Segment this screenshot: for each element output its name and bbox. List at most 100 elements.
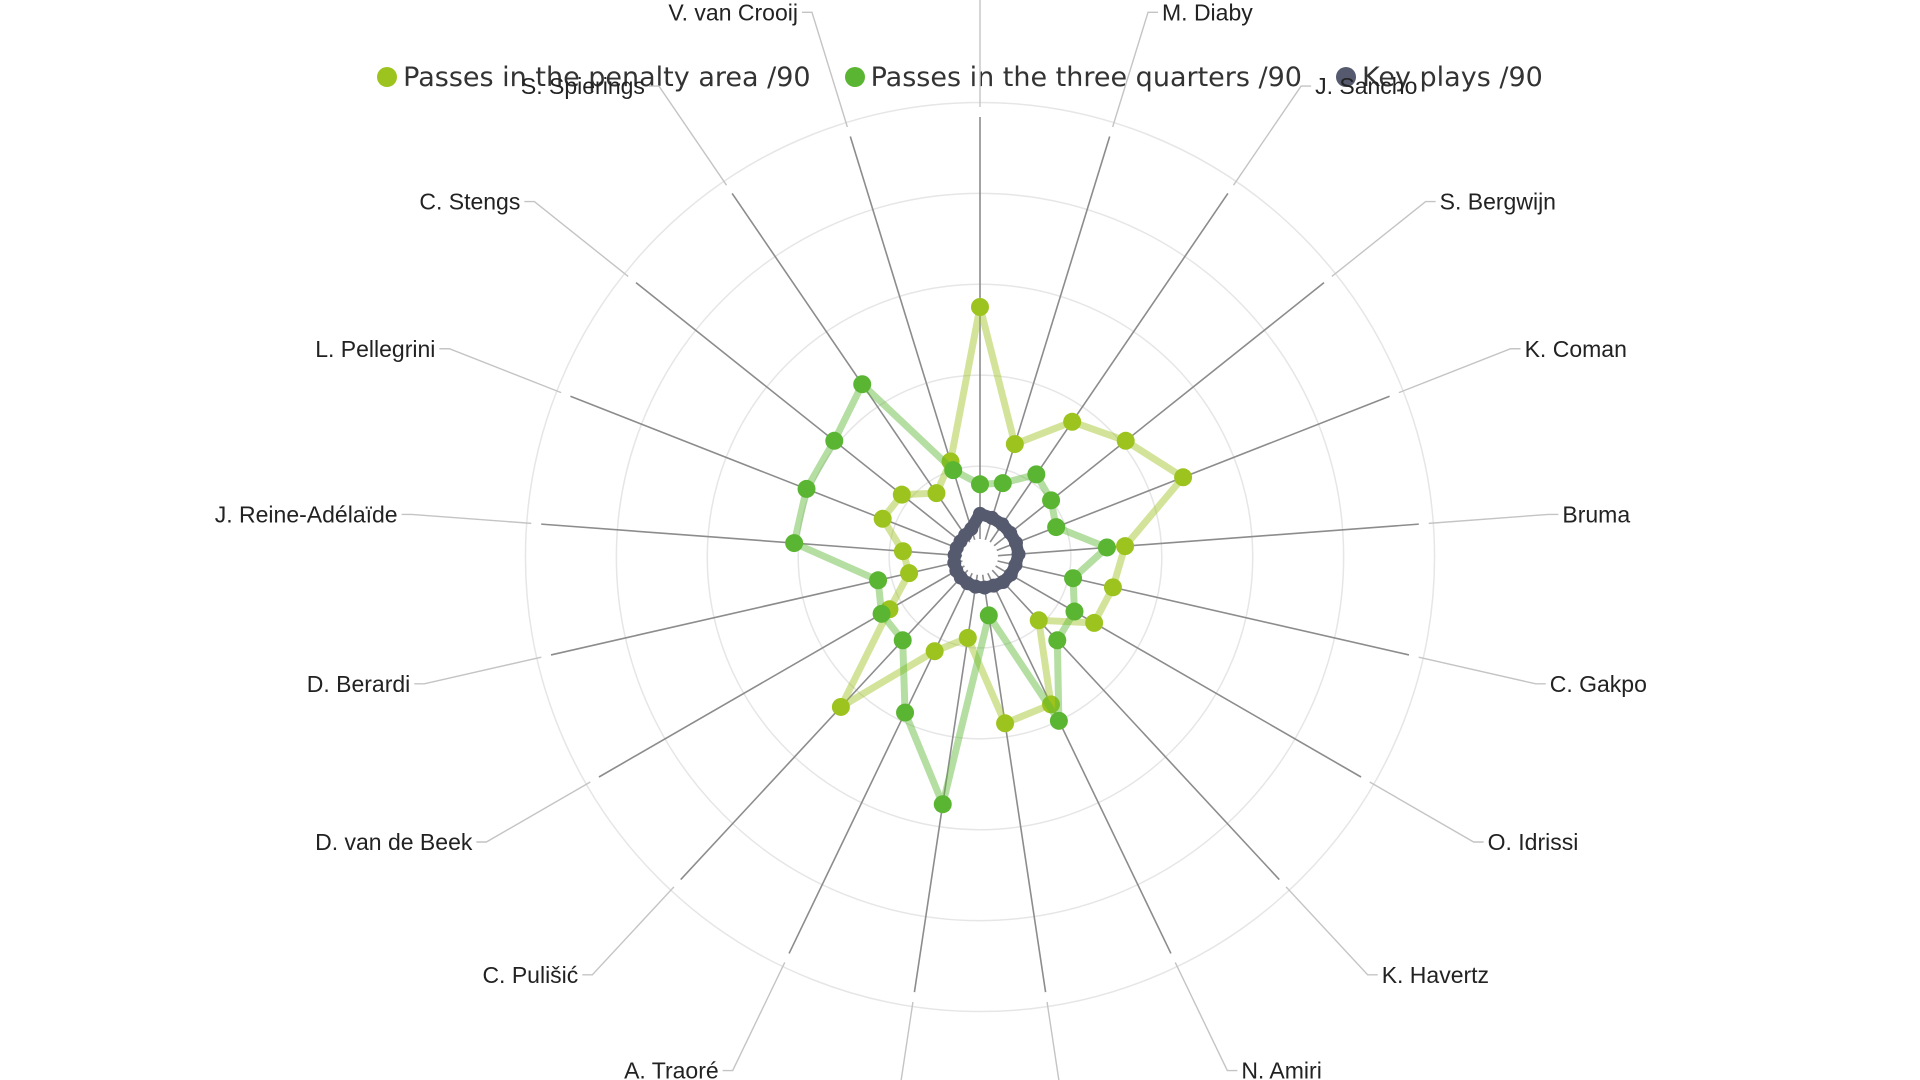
spoke-line	[984, 136, 1111, 541]
legend-label: Passes in the three quarters /90	[870, 61, 1302, 93]
series-line	[837, 303, 1187, 727]
spoke-line	[635, 282, 967, 547]
data-point-m-diaby[interactable]	[985, 510, 1000, 525]
leader-line	[1174, 962, 1238, 1072]
data-point-g-kerk[interactable]	[979, 606, 998, 625]
data-point-bruma[interactable]	[1011, 547, 1026, 562]
data-point-j-reine-adelaide[interactable]	[785, 534, 804, 553]
data-point-n-amiri[interactable]	[1049, 711, 1068, 730]
data-point-j-reine-adelaide[interactable]	[893, 542, 912, 561]
leader-line	[1285, 886, 1378, 976]
spoke-line	[981, 574, 1047, 993]
data-point-v-van-crooij[interactable]	[964, 521, 979, 536]
data-point-bruma[interactable]	[1116, 537, 1135, 556]
leader-line	[648, 85, 728, 186]
label-o-idrissi: O. Idrissi	[1488, 829, 1579, 855]
leader-line	[1232, 85, 1312, 186]
series-line	[790, 380, 1111, 808]
leader-line	[582, 886, 675, 976]
legend: Passes in the penalty area /90 Passes in …	[0, 50, 1920, 104]
spoke-line	[987, 572, 1172, 954]
legend-marker	[1336, 67, 1356, 87]
data-point-c-stengs[interactable]	[892, 485, 911, 504]
data-point-s-gnabry[interactable]	[971, 475, 989, 494]
leader-line	[979, 0, 981, 107]
data-point-c-pulisic[interactable]	[831, 697, 850, 716]
leader-line	[1418, 656, 1546, 685]
leader-line	[414, 656, 542, 685]
label-c-pulisic: C. Pulišić	[482, 962, 578, 988]
spoke-line	[731, 193, 971, 543]
spoke-line	[680, 569, 969, 881]
data-point-k-havertz[interactable]	[1048, 631, 1067, 650]
data-point-s-spierings[interactable]	[853, 375, 872, 394]
data-point-n-amiri[interactable]	[1041, 695, 1060, 714]
data-point-c-stengs[interactable]	[825, 431, 844, 450]
legend-item-1[interactable]: Passes in the three quarters /90	[844, 61, 1302, 93]
data-point-m-diaby[interactable]	[1005, 435, 1024, 454]
data-point-r-de-paul[interactable]	[958, 628, 977, 647]
label-s-bergwijn: S. Bergwijn	[1440, 189, 1556, 215]
data-point-a-traore[interactable]	[925, 642, 944, 661]
data-point-s-spierings[interactable]	[927, 484, 946, 503]
leader-line	[401, 513, 532, 525]
label-d-berardi: D. Berardi	[307, 671, 411, 697]
spoke-line	[849, 136, 976, 541]
label-k-havertz: K. Havertz	[1382, 962, 1489, 988]
data-point-a-traore[interactable]	[896, 703, 915, 722]
data-point-s-bergwijn[interactable]	[1116, 431, 1135, 450]
data-point-g-kerk[interactable]	[996, 714, 1015, 733]
label-c-gakpo: C. Gakpo	[1550, 671, 1647, 697]
data-point-d-berardi[interactable]	[900, 564, 919, 583]
legend-item-0[interactable]: Passes in the penalty area /90	[377, 61, 811, 93]
leader-line	[900, 1001, 914, 1080]
label-a-traore: A. Traoré	[624, 1058, 719, 1080]
legend-item-2[interactable]: Key plays /90	[1336, 62, 1543, 93]
data-point-k-coman[interactable]	[1008, 535, 1023, 550]
series-0	[831, 298, 1193, 733]
data-point-o-idrissi[interactable]	[1085, 613, 1104, 632]
data-point-c-gakpo[interactable]	[1064, 569, 1083, 588]
data-point-c-gakpo[interactable]	[1103, 578, 1122, 597]
data-point-k-coman[interactable]	[1174, 468, 1193, 487]
data-point-l-pellegrini[interactable]	[797, 479, 816, 498]
label-n-amiri: N. Amiri	[1241, 1058, 1322, 1080]
data-point-s-gnabry[interactable]	[971, 298, 989, 316]
label-k-coman: K. Coman	[1525, 336, 1627, 362]
label-j-reine-adelaide: J. Reine-Adélaïde	[215, 501, 398, 527]
radar-spokes	[541, 117, 1419, 993]
data-point-k-havertz[interactable]	[1029, 611, 1048, 630]
series-1	[785, 375, 1116, 814]
data-point-r-de-paul[interactable]	[933, 795, 952, 814]
label-l-pellegrini: L. Pellegrini	[315, 336, 435, 362]
label-d-van-de-beek: D. van de Beek	[315, 829, 473, 855]
data-point-m-diaby[interactable]	[993, 474, 1012, 493]
data-point-k-coman[interactable]	[1047, 518, 1066, 537]
spoke-line	[995, 565, 1362, 778]
leader-line	[1398, 348, 1521, 394]
label-s-spierings: S. Spierings	[521, 73, 645, 99]
legend-marker	[377, 67, 398, 87]
data-point-c-pulisic[interactable]	[893, 631, 912, 650]
series-2	[947, 506, 1026, 595]
leader-line	[1369, 781, 1484, 843]
data-point-bruma[interactable]	[1097, 538, 1116, 557]
data-point-j-sancho[interactable]	[1063, 412, 1082, 431]
data-point-j-sancho[interactable]	[1027, 465, 1046, 484]
legend-marker	[844, 67, 865, 87]
data-point-l-pellegrini[interactable]	[873, 509, 892, 528]
data-point-s-gnabry[interactable]	[973, 506, 987, 521]
data-point-d-van-de-beek[interactable]	[872, 604, 891, 623]
leader-line	[439, 348, 562, 394]
spoke-line	[541, 523, 963, 557]
legend-label: Passes in the penalty area /90	[403, 61, 811, 93]
label-j-sancho: J. Sancho	[1315, 73, 1417, 99]
leader-line	[1111, 11, 1159, 128]
data-point-d-berardi[interactable]	[869, 571, 888, 590]
data-point-o-idrissi[interactable]	[1065, 602, 1084, 621]
leader-line	[1331, 200, 1436, 277]
data-point-v-van-crooij[interactable]	[944, 461, 963, 480]
data-point-s-bergwijn[interactable]	[1042, 491, 1061, 510]
